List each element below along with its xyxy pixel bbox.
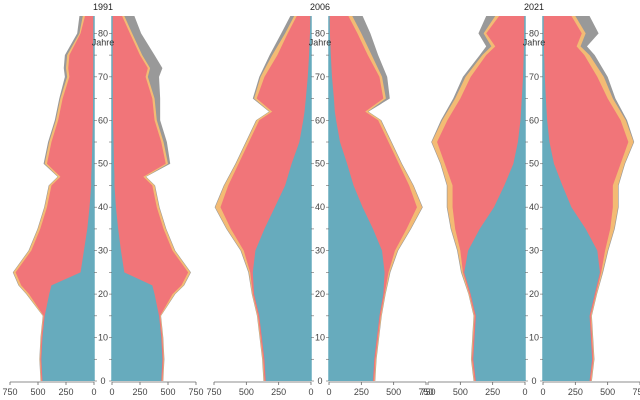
area-right-base-2006	[329, 16, 385, 381]
age-tick-label: 10	[529, 333, 539, 343]
x-tick-label-right: 0	[540, 387, 545, 397]
x-tick-label-right: 250	[132, 387, 147, 397]
age-tick-label: 50	[98, 159, 108, 169]
age-unit-label: Jahre	[92, 37, 115, 47]
age-tick-label: 10	[315, 333, 325, 343]
age-tick-label: 50	[529, 159, 539, 169]
x-tick-label-right: 750	[188, 387, 203, 397]
x-tick-label-left: 0	[308, 387, 313, 397]
x-tick-label-right: 0	[109, 387, 114, 397]
age-tick-label: 0	[100, 376, 105, 386]
age-tick-label: 30	[98, 246, 108, 256]
age-tick-label: 60	[315, 115, 325, 125]
year-title: 2006	[310, 2, 330, 12]
age-tick-label: 80	[529, 28, 539, 38]
age-tick-label: 20	[529, 289, 539, 299]
age-tick-label: 80	[98, 28, 108, 38]
x-tick-label-left: 750	[2, 387, 17, 397]
x-tick-label-left: 250	[58, 387, 73, 397]
x-tick-label-left: 500	[30, 387, 45, 397]
age-unit-label: Jahre	[309, 37, 332, 47]
age-tick-label: 80	[315, 28, 325, 38]
x-tick-label-left: 750	[206, 387, 221, 397]
age-tick-label: 40	[529, 202, 539, 212]
age-tick-label: 0	[531, 376, 536, 386]
x-tick-label-right: 250	[568, 387, 583, 397]
area-left-base-2006	[252, 16, 311, 381]
x-tick-label-right: 500	[160, 387, 175, 397]
x-tick-label-right: 500	[600, 387, 615, 397]
age-tick-label: 0	[317, 376, 322, 386]
x-tick-label-left: 0	[91, 387, 96, 397]
x-tick-label-left: 750	[420, 387, 435, 397]
x-tick-label-right: 750	[632, 387, 640, 397]
year-title: 1991	[93, 2, 113, 12]
age-unit-label: Jahre	[523, 37, 546, 47]
area-right-base-2021	[543, 16, 600, 381]
x-tick-label-left: 0	[522, 387, 527, 397]
x-tick-label-right: 500	[386, 387, 401, 397]
age-tick-label: 20	[98, 289, 108, 299]
x-tick-label-right: 250	[354, 387, 369, 397]
age-tick-label: 30	[315, 246, 325, 256]
x-tick-label-right: 750	[418, 387, 433, 397]
age-tick-label: 40	[315, 202, 325, 212]
x-tick-label-left: 500	[239, 387, 254, 397]
age-tick-label: 70	[529, 72, 539, 82]
age-tick-label: 20	[315, 289, 325, 299]
age-tick-label: 30	[529, 246, 539, 256]
age-tick-label: 70	[98, 72, 108, 82]
x-tick-label-left: 500	[453, 387, 468, 397]
age-tick-label: 40	[98, 202, 108, 212]
area-left-base-1991	[41, 16, 94, 381]
x-tick-label-right: 0	[326, 387, 331, 397]
area-right-base-1991	[112, 16, 163, 381]
x-tick-label-left: 250	[485, 387, 500, 397]
age-tick-label: 70	[315, 72, 325, 82]
age-tick-label: 60	[98, 115, 108, 125]
x-tick-label-left: 250	[271, 387, 286, 397]
age-tick-label: 10	[98, 333, 108, 343]
year-title: 2021	[524, 2, 544, 12]
age-tick-label: 60	[529, 115, 539, 125]
age-tick-label: 50	[315, 159, 325, 169]
area-left-base-2021	[464, 16, 525, 381]
